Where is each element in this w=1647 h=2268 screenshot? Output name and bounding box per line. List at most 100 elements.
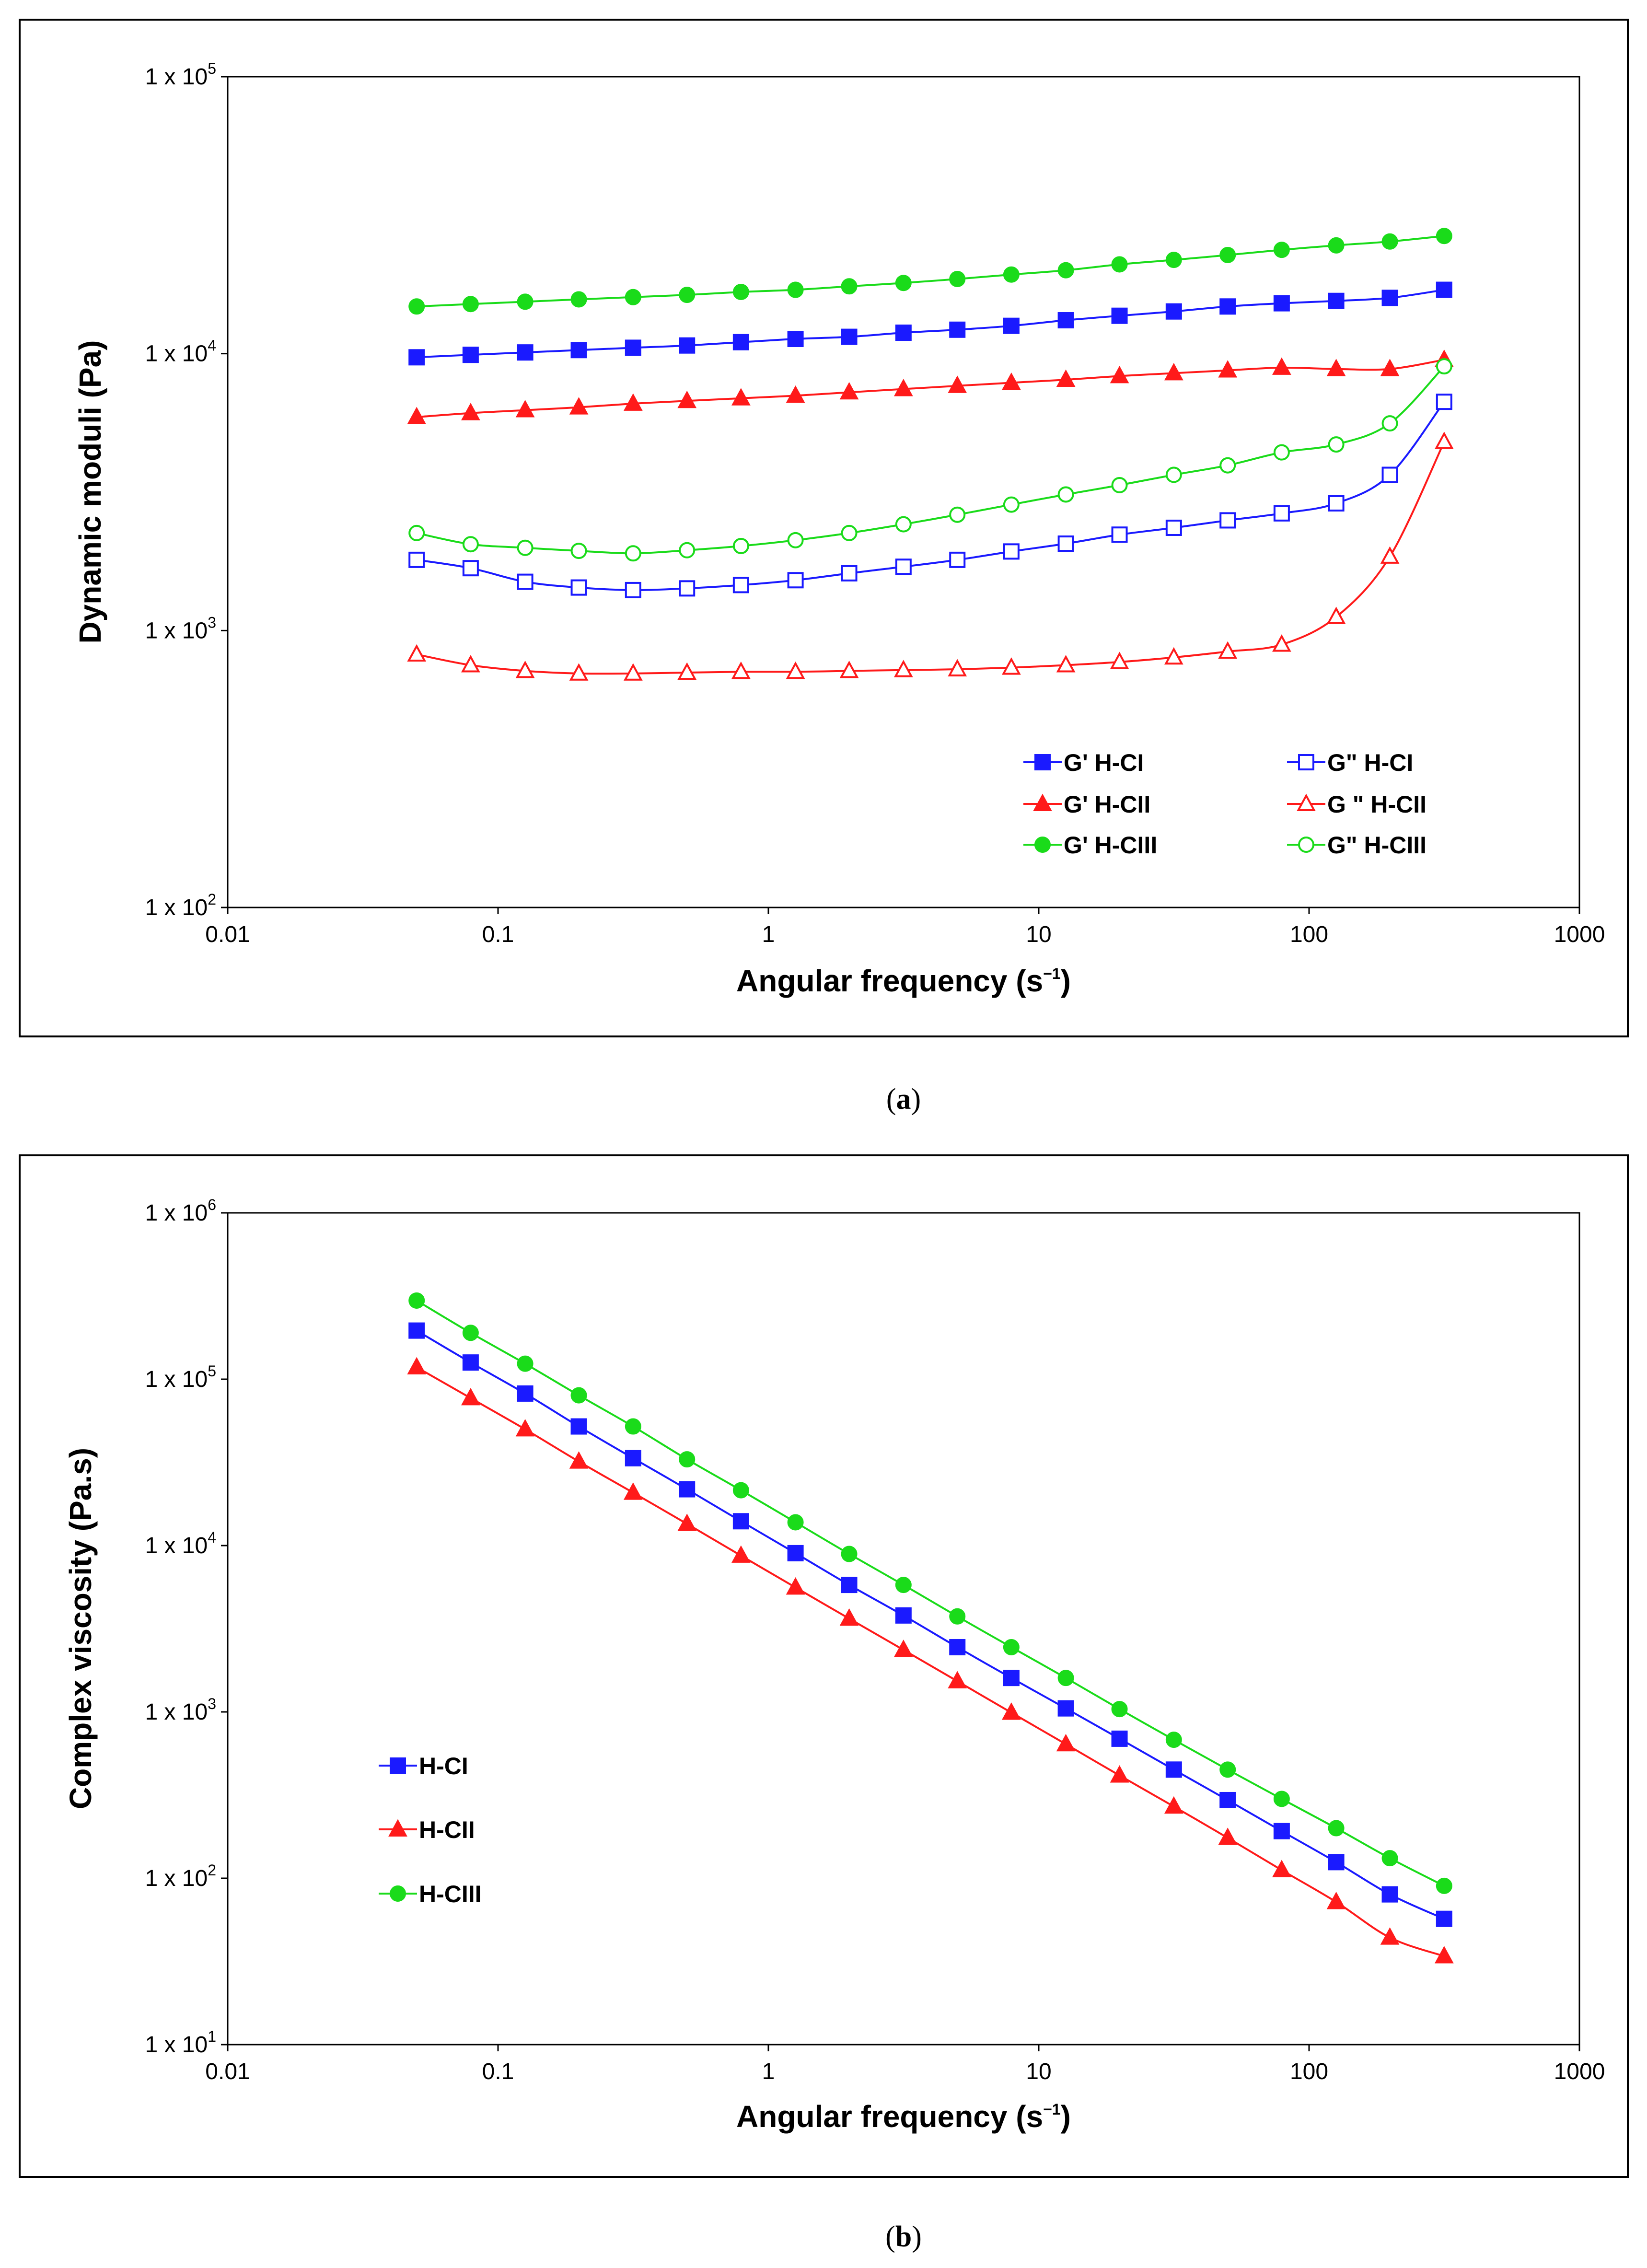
legend-item: H-CIII (379, 1881, 482, 1907)
data-point (1273, 1823, 1290, 1839)
series-3 (408, 1292, 1452, 1894)
data-point (570, 342, 587, 359)
data-point (1165, 1761, 1182, 1778)
panel-b-y-ticks: 1 x 101 1 x 102 1 x 103 1 x 104 1 x 105 1 x 1… (145, 1196, 228, 2058)
panel-b-x-axis-title: Angular frequency (s−1) (736, 2099, 1071, 2134)
data-point (625, 1418, 641, 1435)
data-point (1110, 1765, 1129, 1783)
data-point (408, 524, 425, 541)
panel-a-y-axis-title: Dynamic moduli (Pa) (73, 340, 107, 644)
legend-marker (1298, 837, 1314, 853)
legend-marker (1033, 793, 1052, 811)
series-1 (408, 281, 1452, 366)
legend-marker (388, 1819, 407, 1837)
data-point (841, 328, 858, 345)
x-tick-label: 1 (762, 2059, 775, 2084)
data-point (462, 347, 479, 363)
data-point (1111, 256, 1128, 273)
y-tick-label: 1 x 104 (145, 1529, 216, 1559)
legend-label: G" H-CI (1327, 749, 1413, 776)
data-point (1003, 317, 1020, 334)
data-point (1436, 228, 1452, 244)
data-point (679, 1481, 696, 1498)
legend-label: G' H-CIII (1064, 832, 1157, 859)
data-point (462, 296, 479, 313)
data-point (787, 331, 804, 348)
data-point (462, 1354, 479, 1371)
data-point (948, 1671, 967, 1688)
panel-a-series (407, 228, 1454, 681)
data-point (1273, 295, 1290, 312)
data-point (623, 393, 643, 411)
y-tick-label: 1 x 105 (145, 60, 216, 90)
series-line (417, 359, 1445, 419)
series-1 (408, 1322, 1452, 1927)
data-point (1272, 1860, 1291, 1877)
panel-b-x-ticks: 0.01 0.1 1 10 100 1000 (205, 2045, 1605, 2084)
panel-b-caption: (b) (885, 2221, 922, 2253)
data-point (1219, 298, 1236, 315)
data-point (1111, 307, 1128, 324)
data-point (839, 1608, 859, 1626)
x-tick-label: 0.01 (205, 2059, 250, 2084)
data-point (625, 1450, 641, 1466)
data-point (408, 551, 425, 568)
data-point (1273, 444, 1290, 461)
data-point (787, 1514, 804, 1531)
y-tick-label: 1 x 102 (145, 1861, 216, 1891)
data-point (570, 291, 587, 308)
data-point (787, 532, 804, 548)
legend-item: G' H-CIII (1023, 832, 1157, 859)
data-point (570, 543, 587, 559)
data-point (1326, 606, 1346, 624)
data-point (1219, 512, 1236, 529)
data-point (517, 1355, 534, 1372)
data-point (1326, 359, 1346, 376)
x-tick-label: 0.1 (482, 922, 514, 947)
data-point (623, 1482, 643, 1500)
data-point (517, 539, 534, 556)
legend-label: H-CIII (419, 1881, 482, 1907)
legend-label: G " H-CII (1327, 791, 1427, 818)
data-point (1003, 496, 1020, 513)
data-point (625, 289, 641, 305)
series-3 (407, 349, 1454, 424)
panel-a-y-ticks: 1 x 102 1 x 103 1 x 104 1 x 105 (145, 60, 228, 920)
data-point (570, 579, 587, 596)
data-point (895, 1607, 912, 1624)
data-point (1273, 242, 1290, 258)
data-point (679, 337, 696, 354)
y-tick-label: 1 x 103 (145, 614, 216, 643)
data-point (893, 660, 913, 677)
data-point (731, 388, 751, 406)
series-2 (407, 1357, 1454, 1964)
data-point (1218, 360, 1238, 378)
legend-marker (1297, 793, 1316, 811)
data-point (408, 1322, 425, 1339)
data-point (569, 397, 589, 415)
data-point (1111, 1701, 1128, 1718)
data-point (515, 1419, 535, 1437)
data-point (569, 663, 589, 681)
data-point (407, 644, 427, 662)
data-point (839, 661, 859, 678)
data-point (1381, 1850, 1398, 1867)
x-tick-label: 10 (1026, 2059, 1051, 2084)
data-point (1057, 262, 1074, 279)
panel-a-caption: (a) (886, 1083, 921, 1116)
data-point (1219, 1791, 1236, 1808)
data-point (1057, 535, 1074, 552)
data-point (895, 558, 912, 575)
data-point (1111, 477, 1128, 494)
data-point (893, 1640, 913, 1657)
data-point (679, 287, 696, 303)
panel-b-series (407, 1292, 1454, 1964)
data-point (893, 379, 913, 396)
data-point (515, 661, 535, 678)
data-point (1165, 252, 1182, 268)
data-point (515, 400, 535, 418)
data-point (1164, 647, 1183, 665)
panel-a-x-axis-title: Angular frequency (s−1) (736, 964, 1071, 998)
data-point (408, 298, 425, 315)
data-point (679, 1451, 696, 1468)
